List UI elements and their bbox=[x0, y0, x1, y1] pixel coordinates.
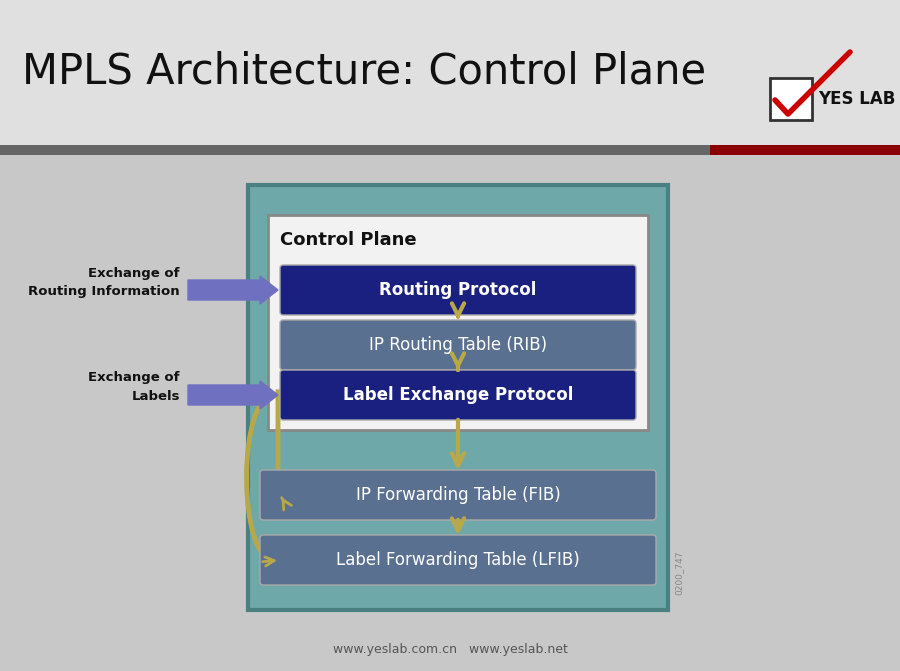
FancyBboxPatch shape bbox=[248, 185, 668, 610]
Bar bbox=[710, 145, 900, 155]
Bar bbox=[0, 0, 900, 145]
FancyBboxPatch shape bbox=[280, 265, 636, 315]
Text: Label Forwarding Table (LFIB): Label Forwarding Table (LFIB) bbox=[336, 551, 580, 569]
Text: YES LAB: YES LAB bbox=[818, 90, 896, 108]
FancyBboxPatch shape bbox=[280, 320, 636, 370]
Text: Exchange of
Labels: Exchange of Labels bbox=[88, 372, 180, 403]
Bar bbox=[0, 145, 900, 155]
Text: Control Plane: Control Plane bbox=[280, 231, 417, 249]
FancyArrow shape bbox=[188, 381, 278, 409]
FancyBboxPatch shape bbox=[260, 535, 656, 585]
Text: Routing Protocol: Routing Protocol bbox=[379, 281, 536, 299]
FancyBboxPatch shape bbox=[260, 470, 656, 520]
Text: IP Forwarding Table (FIB): IP Forwarding Table (FIB) bbox=[356, 486, 561, 504]
Text: www.yeslab.com.cn   www.yeslab.net: www.yeslab.com.cn www.yeslab.net bbox=[333, 643, 567, 656]
Bar bbox=[770, 78, 812, 120]
Text: 0200_747: 0200_747 bbox=[674, 550, 683, 595]
Text: MPLS Architecture: Control Plane: MPLS Architecture: Control Plane bbox=[22, 51, 706, 93]
Text: Exchange of
Routing Information: Exchange of Routing Information bbox=[29, 266, 180, 297]
Text: IP Routing Table (RIB): IP Routing Table (RIB) bbox=[369, 336, 547, 354]
Text: Label Exchange Protocol: Label Exchange Protocol bbox=[343, 386, 573, 404]
FancyBboxPatch shape bbox=[280, 370, 636, 420]
FancyArrow shape bbox=[188, 276, 278, 304]
FancyBboxPatch shape bbox=[268, 215, 648, 430]
